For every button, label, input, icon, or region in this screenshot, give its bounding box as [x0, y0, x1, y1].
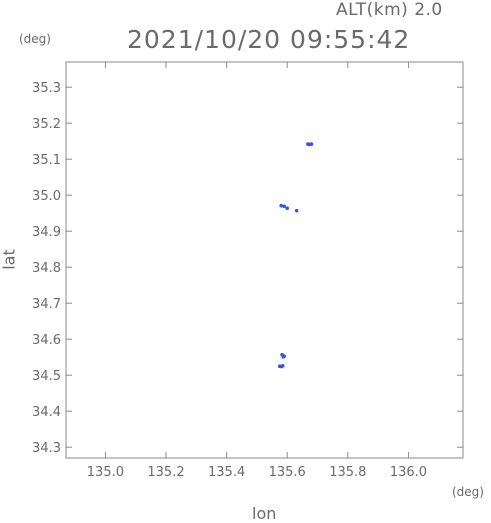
y-tick-label: 34.3: [32, 441, 61, 456]
y-tick-label: 34.5: [32, 369, 61, 384]
data-point: [280, 364, 285, 368]
y-tick-label: 34.6: [32, 333, 61, 348]
x-tick-label: 135.0: [87, 465, 124, 480]
data-point: [282, 204, 286, 209]
x-tick-label: 135.8: [329, 465, 366, 480]
x-tick-label: 136.0: [390, 465, 427, 480]
x-tick-label: 135.2: [147, 465, 184, 480]
axis-ticks: 34.3 34.4 34.5 34.6 34.7 34.8 34.9 35.0 35.1 35.2…: [32, 62, 463, 480]
y-tick-label: 34.9: [32, 225, 61, 240]
y-tick-label: 35.3: [32, 81, 61, 96]
x-axis-unit: (deg): [452, 485, 484, 499]
y-tick-label: 34.7: [32, 297, 61, 312]
data-point: [279, 203, 283, 208]
y-tick-label: 35.1: [32, 153, 61, 168]
y-tick-label: 34.4: [32, 405, 61, 420]
data-point: [285, 206, 290, 210]
altitude-label: ALT(km) 2.0: [336, 0, 443, 20]
data-point: [282, 354, 286, 358]
y-axis-unit: (deg): [19, 32, 51, 46]
data-points: [277, 142, 314, 369]
y-tick-label: 35.2: [32, 117, 61, 132]
y-tick-label: 35.0: [32, 189, 61, 204]
data-point: [309, 142, 314, 146]
x-tick-label: 135.4: [208, 465, 245, 480]
y-tick-label: 34.8: [32, 261, 61, 276]
data-point: [294, 208, 299, 213]
x-tick-label: 135.6: [269, 465, 306, 480]
datetime-title: 2021/10/20 09:55:42: [127, 25, 411, 54]
plot-frame: [65, 61, 464, 459]
x-axis-label: lon: [252, 504, 277, 523]
